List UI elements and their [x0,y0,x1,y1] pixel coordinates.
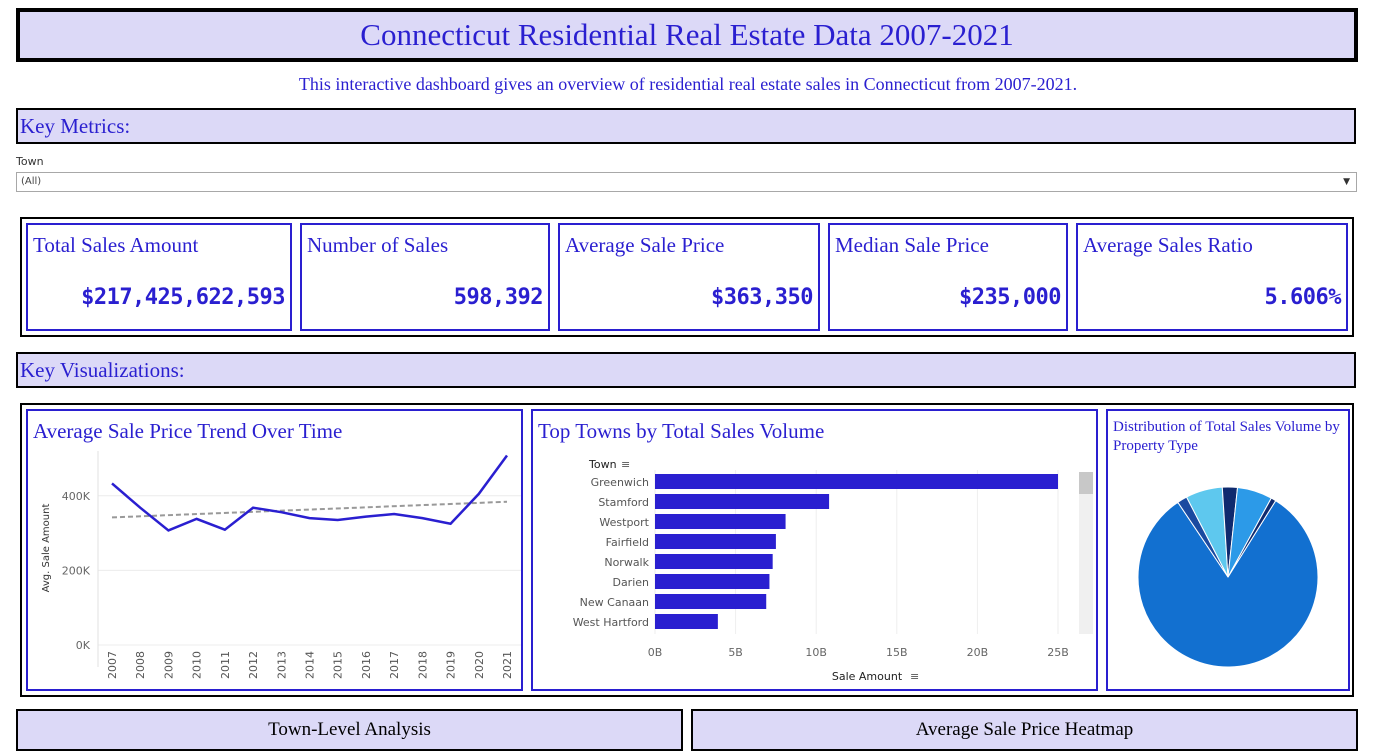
pie-slice [1137,499,1319,668]
y-tick-label: 400K [62,490,91,503]
town-bar [655,614,718,629]
x-tick-label: 2018 [416,651,429,679]
towns-chart-title: Top Towns by Total Sales Volume [538,419,825,443]
trend-line [111,500,508,519]
town-label: Westport [599,516,649,529]
town-bar [655,594,767,609]
dashboard-title: Connecticut Residential Real Estate Data… [16,8,1358,62]
trend-chart-title: Average Sale Price Trend Over Time [33,419,343,443]
trend-chart[interactable]: 0K 200K 400K Avg. Sale Amount 2007 2008 2009 20… [28,411,521,689]
kpi-value: $217,425,622,593 [81,285,285,310]
kpi-label: Average Sales Ratio [1083,233,1253,257]
town-bar [655,574,770,589]
town-label: Stamford [598,496,649,509]
trend-panel: Average Sale Price Trend Over Time 0K 200… [26,409,523,691]
kpi-average-sale-price: Average Sale Price $363,350 [558,223,820,331]
town-level-analysis-button[interactable]: Town-Level Analysis [16,709,683,751]
x-tick-label: 20B [967,646,989,659]
kpi-total-sales-amount: Total Sales Amount $217,425,622,593 [26,223,292,331]
x-tick-label: 2007 [106,651,119,679]
property-type-pie-chart[interactable] [1108,411,1348,689]
kpi-median-sale-price: Median Sale Price $235,000 [828,223,1068,331]
key-metrics-header: Key Metrics: [16,108,1356,144]
pie-slice [1227,497,1277,578]
sort-icon: ≡ [910,670,919,683]
pie-panel: Distribution of Total Sales Volume by Pr… [1106,409,1350,691]
kpi-label: Total Sales Amount [33,233,199,257]
x-tick-label: 2010 [191,651,204,679]
x-tick-label: 2014 [304,651,317,679]
kpi-label: Number of Sales [307,233,449,257]
town-label: West Hartford [573,616,649,629]
pie-chart-title: Distribution of Total Sales Volume by Pr… [1113,419,1340,454]
kpi-label: Median Sale Price [835,233,989,257]
x-tick-label: 2008 [134,651,147,679]
dashboard-subtitle: This interactive dashboard gives an over… [298,74,1078,94]
scrollbar-track [1079,472,1093,634]
y-tick-label: 0K [76,639,91,652]
town-label: Greenwich [591,476,649,489]
sort-icon: ≡ [621,458,630,471]
kpi-value: 598,392 [453,285,544,310]
heatmap-button[interactable]: Average Sale Price Heatmap [691,709,1358,751]
viz-container [20,403,1354,697]
kpi-value: 5.606% [1264,285,1342,310]
y-axis-title: Avg. Sale Amount [41,504,52,593]
avg-sale-price-line [111,454,509,532]
key-visualizations-header: Key Visualizations: [16,352,1356,388]
x-tick-label: 25B [1047,646,1069,659]
x-tick-label: 10B [805,646,827,659]
town-label: Darien [612,576,649,589]
x-tick-label: 5B [728,646,743,659]
y-tick-label: 200K [62,564,91,577]
town-label: Norwalk [604,556,649,569]
x-tick-label: 2015 [332,651,345,679]
scrollbar-thumb [1079,472,1093,494]
kpi-average-sales-ratio: Average Sales Ratio 5.606% [1076,223,1348,331]
y-axis-header: Town [588,458,617,471]
x-tick-label: 2011 [219,651,232,679]
x-tick-label: 2019 [445,651,458,679]
kpi-container [20,217,1354,337]
town-label: Fairfield [606,536,649,549]
kpi-number-of-sales: Number of Sales 598,392 [300,223,550,331]
chevron-down-icon[interactable]: ▼ [1343,177,1350,187]
x-tick-label: 2017 [388,651,401,679]
x-tick-label: 2016 [360,651,373,679]
x-axis-title: Sale Amount [832,670,903,683]
town-bar [655,554,773,569]
kpi-value: $363,350 [711,285,813,310]
town-filter-label: Town [16,155,44,168]
x-tick-label: 0B [648,646,663,659]
kpi-value: $235,000 [959,285,1061,310]
town-filter-dropdown[interactable]: (All) ▼ [16,172,1357,192]
towns-panel: Top Towns by Total Sales Volume 0B 5B 10B 1… [531,409,1098,691]
x-tick-label: 15B [886,646,908,659]
town-filter-value: (All) [21,176,42,187]
x-tick-label: 2021 [501,651,514,679]
x-tick-label: 2012 [247,651,260,679]
x-tick-label: 2009 [162,651,175,679]
town-bar [655,534,776,549]
towns-bar-chart[interactable]: 0B 5B 10B 15B 20B 25B Town ≡ Greenwich Stamford We… [533,411,1096,689]
kpi-label: Average Sale Price [565,233,725,257]
x-tick-label: 2020 [473,651,486,679]
town-bar [655,494,830,509]
town-bar [655,514,786,529]
town-bar [655,474,1058,489]
x-tick-label: 2013 [275,651,288,679]
town-label: New Canaan [580,596,649,609]
